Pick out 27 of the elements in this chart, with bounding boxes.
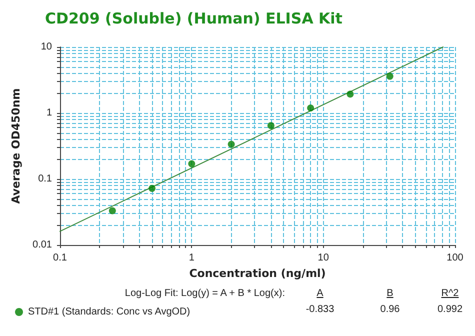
text: B bbox=[386, 288, 394, 299]
text: R^2 bbox=[441, 288, 459, 299]
point bbox=[267, 122, 274, 130]
x-tick-label: 100 bbox=[446, 252, 464, 264]
point bbox=[307, 104, 314, 112]
text: 0.96 bbox=[380, 304, 400, 315]
y-tick-label: 0.01 bbox=[32, 240, 52, 250]
y-tick-label: 0.1 bbox=[38, 174, 52, 184]
legend-label: STD#1 (Standards: Conc vs AvgOD) bbox=[28, 306, 190, 318]
x-axis-title: Concentration (ng/ml) bbox=[189, 266, 326, 280]
y-axis-title: Average OD450nm bbox=[10, 88, 23, 204]
point bbox=[108, 207, 116, 214]
y-tick-label: 10 bbox=[40, 42, 52, 52]
text: -0.833 bbox=[306, 304, 334, 315]
x-tick-label: 10 bbox=[318, 252, 330, 264]
point bbox=[148, 184, 156, 192]
point bbox=[228, 140, 235, 148]
chart-title: CD209 (Soluble) (Human) ELISA Kit bbox=[45, 10, 342, 28]
text: A bbox=[316, 288, 324, 299]
y-tick-label: 1 bbox=[46, 108, 52, 118]
text: Log-Log Fit: Log(y) = A + B * Log(x): bbox=[124, 288, 285, 299]
text: 0.992 bbox=[437, 304, 463, 315]
point bbox=[188, 160, 196, 168]
x-tick-label: 1 bbox=[188, 252, 195, 264]
point bbox=[346, 90, 354, 98]
point bbox=[386, 72, 394, 80]
x-tick-label: 0.1 bbox=[53, 252, 68, 264]
